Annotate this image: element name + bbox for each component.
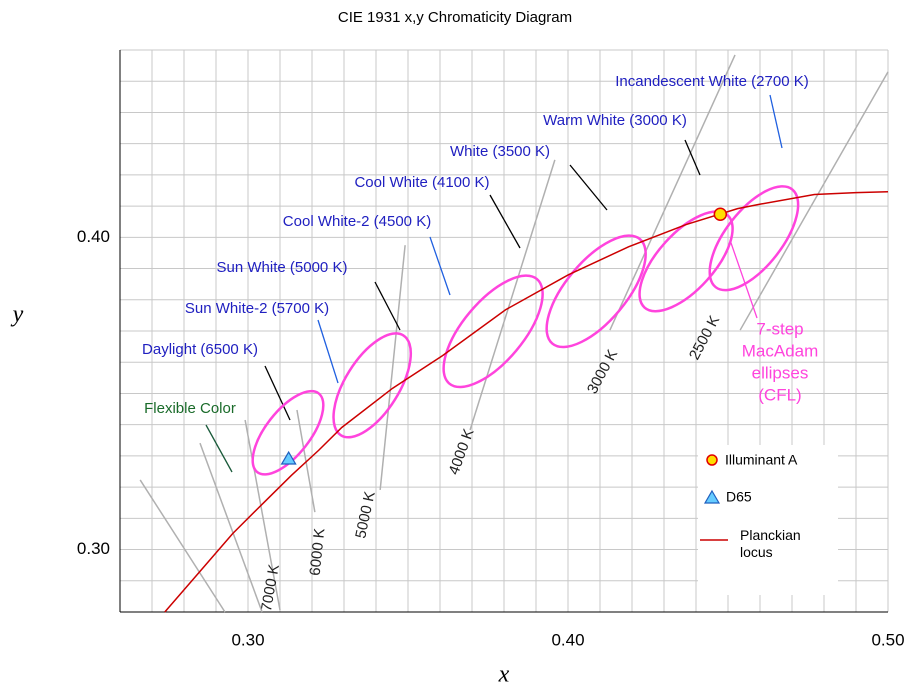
x-axis-label: x [498,662,510,688]
leader-line [729,239,758,319]
leader-line [684,139,701,176]
isotherm-label: 2500 K [686,313,723,363]
annotation: ellipses [752,363,809,382]
annotation: 7-step [756,319,803,338]
isotherm-label: 6000 K [307,527,329,576]
annotation: Cool White-2 (4500 K) [283,213,431,230]
isotherm-label: 5000 K [352,490,379,540]
y-tick-label: 0.30 [77,539,110,558]
annotation: Warm White (3000 K) [543,112,687,129]
annotation: Cool White (4100 K) [354,174,489,191]
y-tick-label: 0.40 [77,227,110,246]
macadam-ellipse [638,210,734,313]
annotation: MacAdam [742,341,819,360]
legend-label: Planckian locus [740,527,801,560]
legend-box [698,445,838,595]
point [713,207,728,221]
y-axis-label: y [11,302,24,328]
leader-line [205,424,233,473]
legend-marker [703,489,721,504]
x-tick-label: 0.50 [871,630,904,649]
isotherm-label: 4000 K [445,427,477,477]
chart-title: CIE 1931 x,y Chromaticity Diagram [338,9,572,26]
point [280,450,297,465]
leader-line [317,319,339,384]
annotation: Incandescent White (2700 K) [615,73,808,90]
isotherm [379,245,406,490]
locus-line [164,190,889,613]
isotherm [609,54,736,331]
macadam-ellipse [442,274,544,389]
isotherm [739,71,889,331]
leader-line [264,365,291,421]
annotation: (CFL) [758,385,801,404]
isotherm [469,159,556,431]
legend-marker [706,454,718,466]
x-tick-label: 0.40 [551,630,584,649]
leader-line [374,281,401,331]
annotation: Sun White (5000 K) [217,259,348,276]
macadam-ellipse [251,389,325,476]
isotherm-label: 3000 K [584,347,621,397]
macadam-ellipse [332,332,413,439]
legend-label: D65 [726,489,752,505]
legend-label: Illuminant A [725,452,798,468]
leader-line [429,236,451,296]
x-tick-label: 0.30 [231,630,264,649]
leader-line [489,194,521,249]
annotation: Flexible Color [144,400,236,417]
isotherm [139,479,226,613]
annotation: Daylight (6500 K) [142,341,258,358]
isotherm [199,442,263,613]
leader-line [769,94,783,149]
annotation: Sun White-2 (5700 K) [185,300,329,317]
annotation: White (3500 K) [450,143,550,160]
macadam-ellipse [708,185,800,292]
leader-line [569,164,608,211]
isotherm [244,419,281,611]
